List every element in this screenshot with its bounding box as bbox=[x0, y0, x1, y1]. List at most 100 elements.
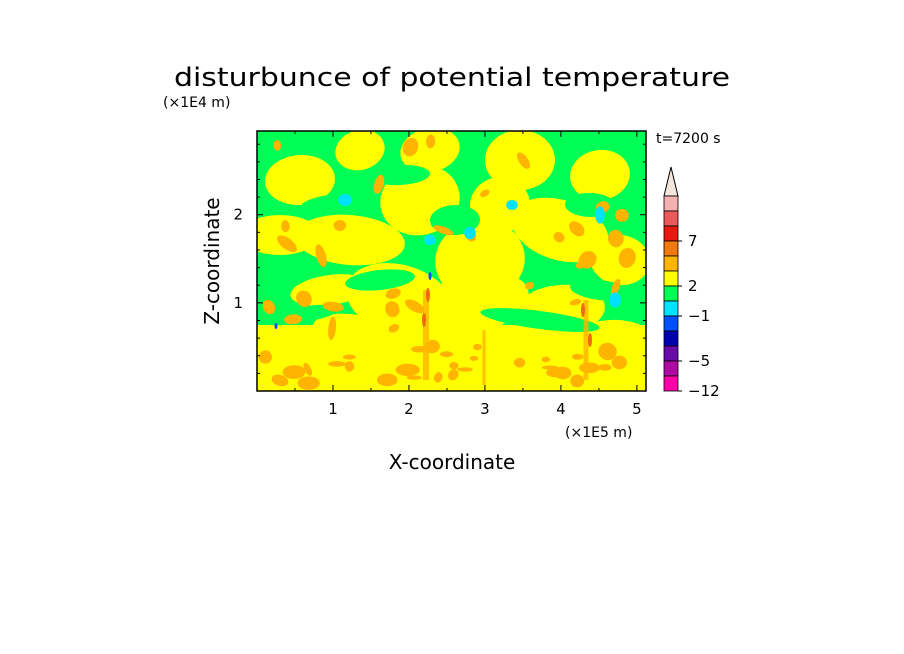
contour-region bbox=[443, 319, 597, 391]
contour-region bbox=[344, 361, 355, 372]
colorbar-tick-label: −1 bbox=[688, 307, 710, 325]
contour-region bbox=[422, 313, 426, 327]
y-unit-label: (×1E4 m) bbox=[163, 95, 230, 111]
chart-title: disturbunce of potential temperature bbox=[174, 63, 730, 93]
contour-region bbox=[428, 272, 432, 280]
contour-region bbox=[328, 316, 337, 341]
colorbar-segment bbox=[663, 360, 679, 377]
contour-region bbox=[342, 354, 356, 360]
contour-region bbox=[457, 367, 474, 372]
contour-region bbox=[400, 131, 460, 173]
contour-region bbox=[423, 290, 429, 380]
colorbar-segment bbox=[663, 195, 679, 212]
colorbar-segment bbox=[663, 270, 679, 287]
contour-region bbox=[618, 247, 636, 268]
contour-region bbox=[297, 376, 320, 390]
contour-region bbox=[506, 199, 518, 211]
y-tick-label: 1 bbox=[233, 294, 243, 312]
contour-region bbox=[609, 292, 621, 308]
contour-region bbox=[373, 174, 385, 194]
contour-region bbox=[553, 231, 565, 243]
contour-region bbox=[385, 301, 400, 318]
colorbar-segment bbox=[663, 225, 679, 242]
contour-region bbox=[424, 234, 436, 246]
colorbar-segment bbox=[663, 300, 679, 317]
contour-region bbox=[303, 362, 313, 376]
colorbar-segment bbox=[663, 345, 679, 362]
contour-region bbox=[541, 356, 551, 363]
contour-region bbox=[404, 299, 425, 314]
contour-region bbox=[312, 313, 448, 377]
contour-region bbox=[541, 365, 559, 370]
contour-region bbox=[516, 152, 531, 169]
contour-region bbox=[338, 193, 352, 207]
contour-region bbox=[260, 304, 340, 326]
contour-region bbox=[258, 350, 273, 364]
contour-region bbox=[273, 140, 282, 151]
contour-region bbox=[281, 220, 290, 233]
contour-region bbox=[296, 290, 312, 307]
contour-region bbox=[583, 300, 589, 380]
contour-field bbox=[257, 131, 646, 391]
contour-region bbox=[333, 219, 347, 232]
colorbar-tick-label: 7 bbox=[688, 232, 698, 250]
contour-region bbox=[469, 355, 479, 361]
contour-region bbox=[370, 164, 430, 186]
x-tick-label: 5 bbox=[632, 400, 642, 418]
contour-region bbox=[473, 343, 482, 351]
contour-region bbox=[554, 366, 572, 380]
colorbar-segment bbox=[663, 240, 679, 257]
contour-region bbox=[598, 342, 617, 361]
contour-region bbox=[578, 362, 601, 374]
colorbar: 7 2 −1 −5 −12 bbox=[663, 166, 720, 400]
contour-region bbox=[376, 373, 398, 387]
colorbar-tick-label: −12 bbox=[688, 382, 720, 400]
contour-region bbox=[611, 278, 621, 296]
x-axis-label: X-coordinate bbox=[389, 450, 516, 474]
contour-region bbox=[615, 208, 629, 222]
contour-region bbox=[277, 235, 297, 253]
contour-region bbox=[449, 361, 459, 370]
contour-region bbox=[385, 288, 401, 299]
contour-region bbox=[464, 226, 476, 240]
x-tick-label: 2 bbox=[404, 400, 414, 418]
plot-area: 1 2 3 4 5 1 2 bbox=[233, 130, 647, 418]
contour-region bbox=[433, 225, 454, 236]
contour-region bbox=[570, 149, 630, 201]
contour-region bbox=[598, 363, 612, 371]
contour-region bbox=[448, 369, 459, 381]
contour-region bbox=[402, 137, 419, 157]
y-axis-label: Z-coordinate bbox=[200, 197, 224, 324]
contour-region bbox=[274, 323, 278, 329]
contour-region bbox=[570, 374, 585, 388]
contour-region bbox=[524, 281, 534, 290]
contour-region bbox=[480, 189, 490, 198]
contour-region bbox=[335, 131, 385, 171]
contour-region bbox=[411, 345, 427, 353]
x-tick-label: 4 bbox=[556, 400, 566, 418]
contour-region bbox=[406, 375, 422, 380]
contour-region bbox=[571, 353, 584, 360]
contour-region bbox=[435, 219, 525, 301]
contour-region bbox=[480, 308, 600, 332]
contour-region bbox=[569, 221, 585, 237]
colorbar-segment bbox=[663, 210, 679, 227]
colorbar-segment bbox=[663, 255, 679, 272]
contour-region bbox=[595, 206, 605, 224]
colorbar-extend-arrow bbox=[663, 166, 679, 197]
plot-frame bbox=[256, 130, 647, 392]
contour-region bbox=[607, 229, 624, 248]
contour-region bbox=[284, 314, 302, 325]
contour-region bbox=[328, 361, 346, 367]
contour-region bbox=[439, 351, 454, 358]
y-tick-label: 2 bbox=[233, 206, 243, 224]
contour-region bbox=[581, 303, 585, 317]
contour-region bbox=[569, 298, 582, 306]
colorbar-tick-label: 2 bbox=[688, 277, 698, 295]
colorbar-segment bbox=[663, 375, 679, 392]
contour-region bbox=[271, 374, 289, 387]
x-tick-label: 1 bbox=[328, 400, 338, 418]
contour-region bbox=[575, 262, 584, 269]
contour-region bbox=[265, 154, 335, 206]
